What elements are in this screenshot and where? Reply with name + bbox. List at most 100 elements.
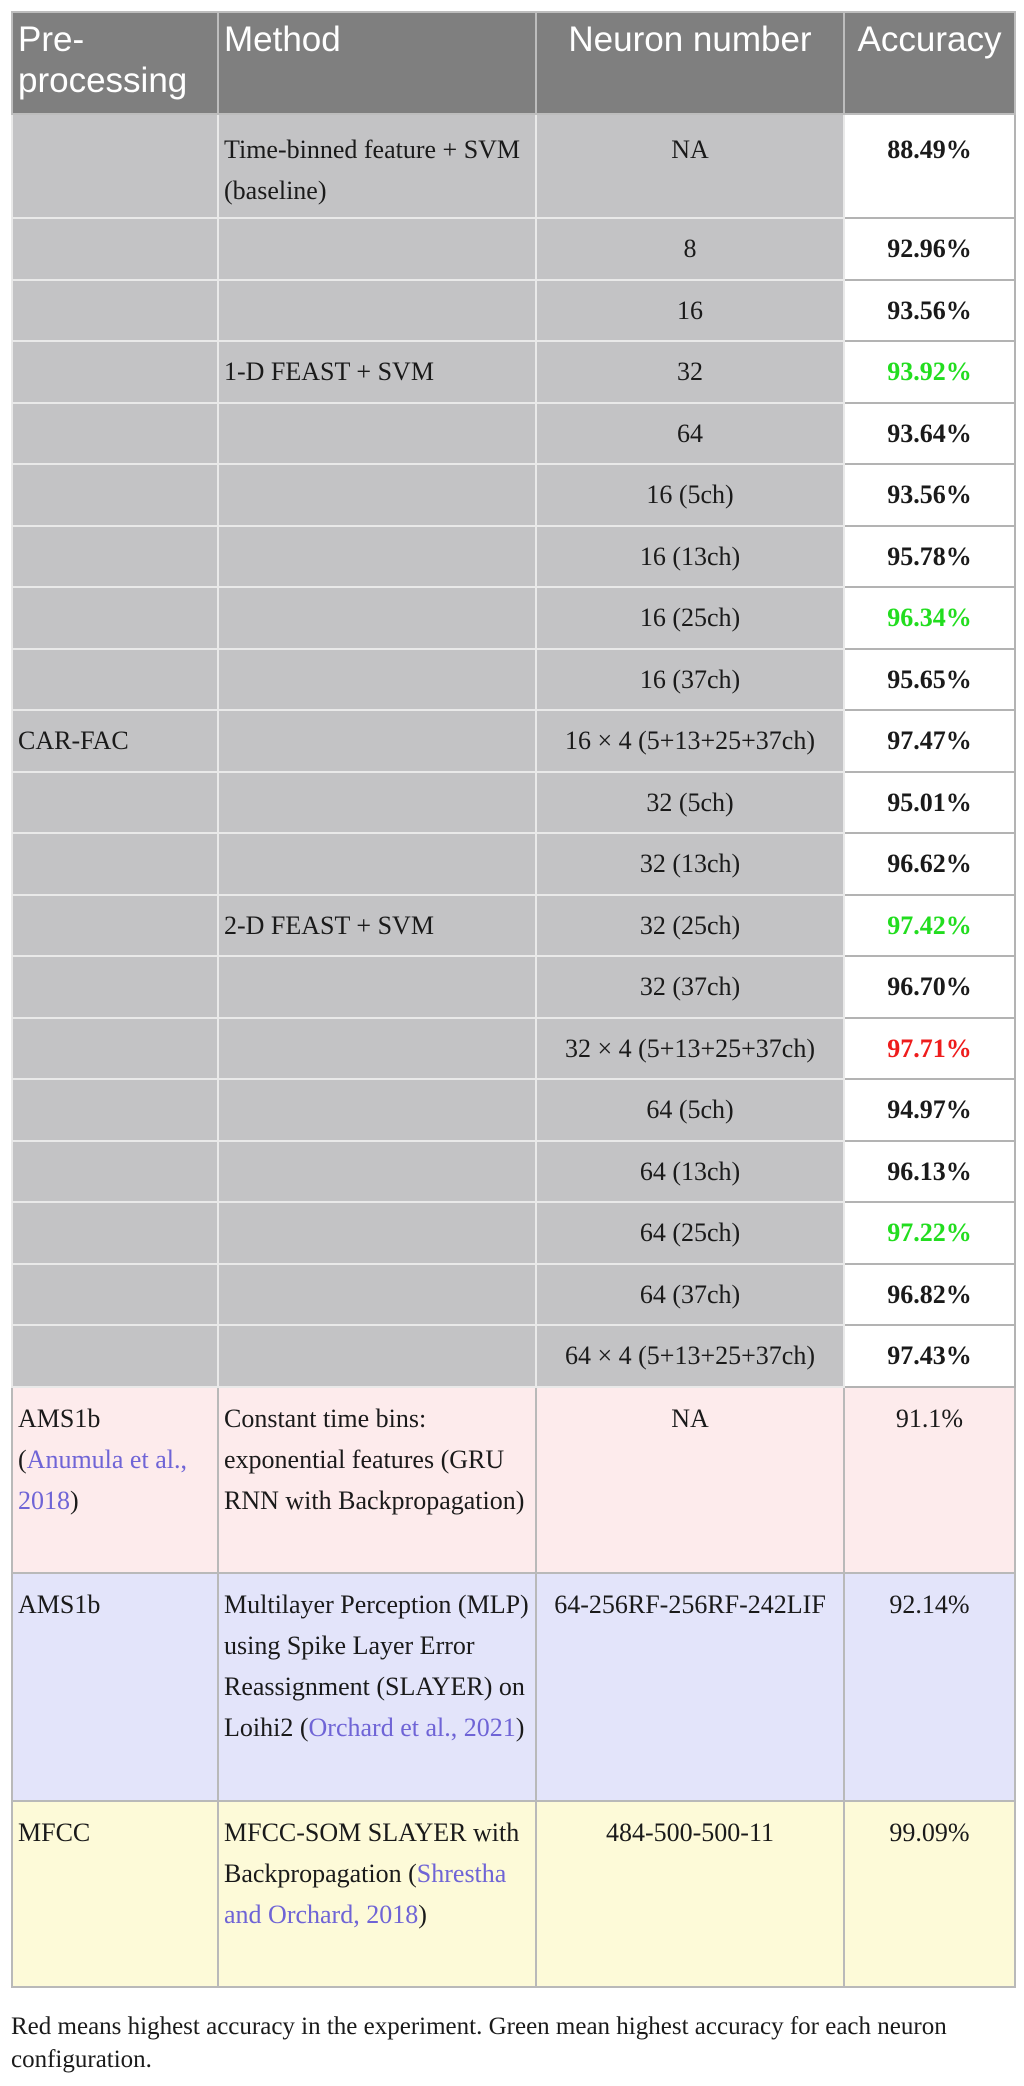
preprocessing-cell <box>11 832 219 896</box>
preprocessing-cell <box>11 1078 219 1142</box>
method-cell <box>217 217 537 281</box>
table-row: 8 92.96% <box>11 217 1016 281</box>
neuron-number-cell: 32 (25ch) <box>535 893 845 957</box>
method-cell: Time-binned feature + SVM (baseline) <box>217 113 537 219</box>
method-cell <box>217 709 537 773</box>
table-row-mfcc: MFCC MFCC-SOM SLAYER with Backpropagatio… <box>11 1799 1016 1988</box>
accuracy-cell: 96.34% <box>843 586 1016 650</box>
citation-open-paren: ( <box>18 1444 27 1474</box>
accuracy-cell: 99.09% <box>843 1799 1016 1988</box>
method-cell <box>217 1262 537 1326</box>
citation-link-shrestha[interactable]: Shrestha and Orchard, 2018 <box>224 1858 507 1929</box>
accuracy-cell: 92.96% <box>843 217 1016 281</box>
preprocessing-cell <box>11 1016 219 1080</box>
accuracy-cell: 95.65% <box>843 647 1016 711</box>
method-text: MFCC-SOM SLAYER with Backpropagation <box>224 1817 520 1888</box>
neuron-number-cell: 64 <box>535 401 845 465</box>
preprocessing-cell <box>11 340 219 404</box>
table-row: 64 93.64% <box>11 401 1016 465</box>
preprocessing-cell <box>11 217 219 281</box>
table-body: Time-binned feature + SVM (baseline) NA … <box>11 113 1016 1388</box>
table-row-baseline: Time-binned feature + SVM (baseline) NA … <box>11 113 1016 219</box>
accuracy-cell: 97.22% <box>843 1201 1016 1265</box>
method-cell <box>217 401 537 465</box>
table-row: 16 (5ch) 93.56% <box>11 463 1016 527</box>
neuron-number-cell: 32 (37ch) <box>535 955 845 1019</box>
accuracy-cell: 91.1% <box>843 1385 1016 1574</box>
preprocessing-cell <box>11 647 219 711</box>
table-row: 16 (25ch) 96.34% <box>11 586 1016 650</box>
table-row: 32 × 4 (5+13+25+37ch) 97.71% <box>11 1016 1016 1080</box>
accuracy-cell: 97.42% <box>843 893 1016 957</box>
accuracy-cell: 93.64% <box>843 401 1016 465</box>
preprocessing-cell <box>11 524 219 588</box>
table-row: 64 (13ch) 96.13% <box>11 1139 1016 1203</box>
method-cell <box>217 770 537 834</box>
method-text: Multilayer Perception (MLP) using Spike … <box>224 1589 529 1742</box>
citation-close-paren: ) <box>515 1712 525 1742</box>
preprocessing-cell: MFCC <box>11 1799 219 1988</box>
preprocessing-cell: AMS1b <box>11 1571 219 1802</box>
table-row: 2-D FEAST + SVM 32 (25ch) 97.42% <box>11 893 1016 957</box>
neuron-number-cell: 32 × 4 (5+13+25+37ch) <box>535 1016 845 1080</box>
neuron-number-cell: 8 <box>535 217 845 281</box>
header-accuracy: Accuracy <box>843 11 1016 115</box>
preprocessing-cell <box>11 1201 219 1265</box>
accuracy-cell: 95.78% <box>843 524 1016 588</box>
neuron-number-cell: 32 (13ch) <box>535 832 845 896</box>
table-row: 64 (37ch) 96.82% <box>11 1262 1016 1326</box>
preprocessing-cell <box>11 278 219 342</box>
table-row: 16 93.56% <box>11 278 1016 342</box>
method-cell: 2-D FEAST + SVM <box>217 893 537 957</box>
method-cell <box>217 1324 537 1388</box>
table-row: 16 (13ch) 95.78% <box>11 524 1016 588</box>
table-body-other-methods: AMS1b (Anumula et al., 2018) Constant time… <box>11 1385 1016 1988</box>
accuracy-cell: 96.62% <box>843 832 1016 896</box>
neuron-number-cell: 16 (5ch) <box>535 463 845 527</box>
citation-link-orchard[interactable]: Orchard et al., 2021 <box>308 1712 516 1742</box>
neuron-number-cell: 64 × 4 (5+13+25+37ch) <box>535 1324 845 1388</box>
table-row: 16 (37ch) 95.65% <box>11 647 1016 711</box>
method-cell <box>217 832 537 896</box>
table-row: 32 (13ch) 96.62% <box>11 832 1016 896</box>
method-cell <box>217 1016 537 1080</box>
citation-close-paren: ) <box>418 1899 427 1929</box>
header-method: Method <box>217 11 537 115</box>
preprocessing-label: AMS1b <box>18 1403 101 1433</box>
table-row-ams1b-gru: AMS1b (Anumula et al., 2018) Constant time… <box>11 1385 1016 1574</box>
neuron-number-cell: 16 <box>535 278 845 342</box>
citation-link-anumula[interactable]: Anumula et al., <box>26 1444 187 1474</box>
preprocessing-cell <box>11 113 219 219</box>
neuron-number-cell: 16 (25ch) <box>535 586 845 650</box>
accuracy-cell: 97.43% <box>843 1324 1016 1388</box>
accuracy-cell: 93.92% <box>843 340 1016 404</box>
method-cell <box>217 1139 537 1203</box>
table-row-ams1b-slayer: AMS1b Multilayer Perception (MLP) using … <box>11 1571 1016 1802</box>
preprocessing-cell <box>11 586 219 650</box>
preprocessing-cell <box>11 1324 219 1388</box>
neuron-number-cell: NA <box>535 113 845 219</box>
neuron-number-cell: 64 (37ch) <box>535 1262 845 1326</box>
neuron-number-cell: 16 (13ch) <box>535 524 845 588</box>
table-row: 64 (5ch) 94.97% <box>11 1078 1016 1142</box>
preprocessing-cell <box>11 463 219 527</box>
method-cell <box>217 1201 537 1265</box>
preprocessing-cell <box>11 1139 219 1203</box>
preprocessing-cell <box>11 1262 219 1326</box>
neuron-number-cell: 484-500-500-11 <box>535 1799 845 1988</box>
accuracy-cell: 88.49% <box>843 113 1016 219</box>
accuracy-cell: 97.47% <box>843 709 1016 773</box>
accuracy-comparison-table: Pre-processing Method Neuron number Accu… <box>11 11 1016 1988</box>
method-cell: 1-D FEAST + SVM <box>217 340 537 404</box>
preprocessing-cell <box>11 893 219 957</box>
method-cell <box>217 278 537 342</box>
method-cell: MFCC-SOM SLAYER with Backpropagation (Sh… <box>217 1799 537 1988</box>
preprocessing-cell: CAR-FAC <box>11 709 219 773</box>
neuron-number-cell: 64 (13ch) <box>535 1139 845 1203</box>
citation-link-anumula-year[interactable]: 2018 <box>18 1485 70 1515</box>
citation-open-paren: ( <box>299 1712 309 1742</box>
neuron-number-cell: 16 × 4 (5+13+25+37ch) <box>535 709 845 773</box>
table-row: 32 (37ch) 96.70% <box>11 955 1016 1019</box>
neuron-number-cell: 64 (5ch) <box>535 1078 845 1142</box>
neuron-number-cell: 64-256RF-256RF-242LIF <box>535 1571 845 1802</box>
